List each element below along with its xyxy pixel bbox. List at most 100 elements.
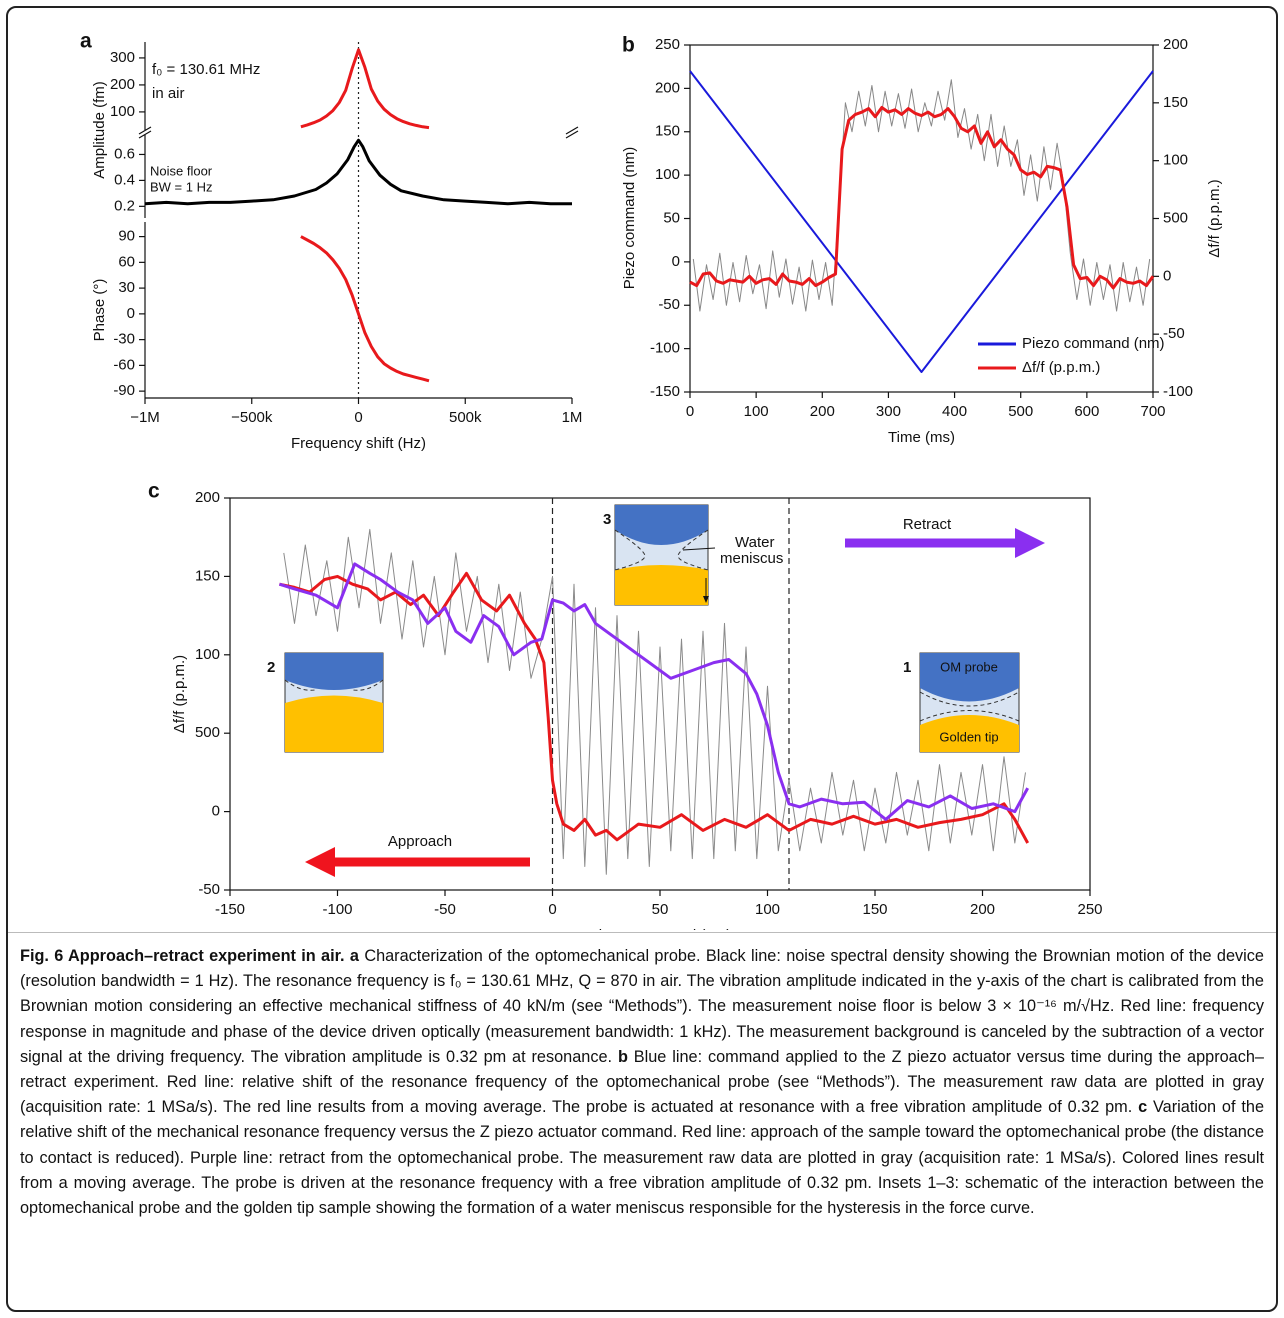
annotation: OM probe xyxy=(940,659,998,674)
y-tick-label: -60 xyxy=(113,356,135,373)
caption-text: Blue line: command applied to the Z piez… xyxy=(20,1047,1264,1117)
figure: a b c f₀ = 130.61 MHz in air Noise floor… xyxy=(80,30,1223,930)
y2-tick-label: 100 xyxy=(1163,152,1188,169)
panel-label: b xyxy=(622,34,635,57)
y-axis-label: Piezo command (nm) xyxy=(621,147,638,290)
annotation: BW = 1 Hz xyxy=(150,179,213,194)
y2-tick-label: 0 xyxy=(1163,267,1171,284)
series-line xyxy=(278,562,1030,821)
retract-arrow xyxy=(845,528,1045,558)
y-tick-label: 100 xyxy=(195,646,220,663)
legend-label: Piezo command (nm) xyxy=(1022,335,1165,352)
x-tick-label: -150 xyxy=(215,901,245,918)
x-tick-label: 250 xyxy=(1077,901,1102,918)
inset-label: 1 xyxy=(903,659,911,676)
x-tick-label: 100 xyxy=(755,901,780,918)
y-axis-label: Δf/f (p.p.m.) xyxy=(171,655,188,733)
y-axis-label: Phase (°) xyxy=(91,279,108,342)
caption-label: c xyxy=(1138,1098,1148,1117)
y-tick-label: 0 xyxy=(127,305,135,322)
x-tick-label: 400 xyxy=(942,403,967,420)
y-axis-label: Amplitude (fm) xyxy=(91,81,108,179)
y-tick-label: -30 xyxy=(113,331,135,348)
y2-tick-label: -100 xyxy=(1163,383,1193,400)
panel-label: a xyxy=(80,30,92,53)
y-tick-label: 150 xyxy=(195,567,220,584)
x-axis-label: Time (ms) xyxy=(888,429,955,446)
inset xyxy=(919,652,1020,753)
y-tick-label: 50 xyxy=(663,209,680,226)
y-tick-label: -50 xyxy=(198,881,220,898)
y-tick-label: 150 xyxy=(655,123,680,140)
annotation: Approach xyxy=(388,833,452,850)
y-tick-label: 0 xyxy=(212,803,220,820)
y-tick-label: 0.6 xyxy=(114,145,135,162)
y-tick-label: 100 xyxy=(110,103,135,120)
x-tick-label: 200 xyxy=(970,901,995,918)
y-tick-label: 0.4 xyxy=(114,171,135,188)
annotation: Noise floor xyxy=(150,163,213,178)
x-tick-label: 0 xyxy=(686,403,694,420)
y-tick-label: 200 xyxy=(195,489,220,506)
caption-text: Variation of the relative shift of the m… xyxy=(20,1098,1264,1218)
inset-label: 2 xyxy=(267,659,275,676)
x-tick-label: 500k xyxy=(449,409,482,426)
y-tick-label: -150 xyxy=(650,383,680,400)
y2-tick-label: 150 xyxy=(1163,94,1188,111)
y-tick-label: 100 xyxy=(655,166,680,183)
y-tick-label: 0.2 xyxy=(114,197,135,214)
caption-label: b xyxy=(617,1047,628,1066)
inset xyxy=(284,652,384,753)
x-tick-label: 50 xyxy=(652,901,669,918)
x-tick-label: 1M xyxy=(562,409,583,426)
y-tick-label: 60 xyxy=(118,253,135,270)
inset-label: 3 xyxy=(603,511,611,528)
y-tick-label: 0 xyxy=(672,253,680,270)
y2-tick-label: -50 xyxy=(1163,325,1185,342)
x-axis-label: Piezo command (nm) xyxy=(589,927,732,930)
series-line xyxy=(689,106,1155,290)
separator xyxy=(8,932,1276,933)
series-line xyxy=(300,48,430,130)
y-tick-label: 200 xyxy=(655,79,680,96)
x-tick-label: -100 xyxy=(322,901,352,918)
y2-tick-label: 500 xyxy=(1163,209,1188,226)
caption-text: Characterization of the optomechanical p… xyxy=(20,947,1264,1066)
y-tick-label: 300 xyxy=(110,49,135,66)
x-tick-label: 500 xyxy=(1008,403,1033,420)
approach-arrow xyxy=(305,847,530,877)
panel-label: c xyxy=(148,480,160,503)
y-tick-label: -50 xyxy=(658,296,680,313)
inset xyxy=(614,504,716,606)
legend-label: Δf/f (p.p.m.) xyxy=(1022,359,1100,376)
y-tick-label: 250 xyxy=(655,36,680,53)
caption-title: Fig. 6 Approach–retract experiment in ai… xyxy=(20,947,345,965)
x-tick-label: 100 xyxy=(744,403,769,420)
series-line xyxy=(144,138,572,206)
annotation: Golden tip xyxy=(939,729,998,744)
x-tick-label: 0 xyxy=(548,901,556,918)
x-tick-label: 600 xyxy=(1074,403,1099,420)
x-tick-label: -50 xyxy=(434,901,456,918)
x-axis-label: Frequency shift (Hz) xyxy=(291,435,426,452)
x-tick-label: 200 xyxy=(810,403,835,420)
caption-label: a xyxy=(349,947,359,965)
x-tick-label: −500k xyxy=(231,409,273,426)
x-tick-label: 700 xyxy=(1140,403,1165,420)
y-tick-label: 30 xyxy=(118,279,135,296)
y-tick-label: 200 xyxy=(110,76,135,93)
caption: Fig. 6 Approach–retract experiment in ai… xyxy=(20,944,1264,1221)
y-tick-label: 90 xyxy=(118,228,135,245)
axis-break xyxy=(138,126,579,139)
annotation: Retract xyxy=(903,516,952,533)
series-line xyxy=(300,235,430,383)
annotation: Water xyxy=(735,534,774,551)
y-tick-label: -100 xyxy=(650,340,680,357)
x-tick-label: 300 xyxy=(876,403,901,420)
annotation: f₀ = 130.61 MHz xyxy=(152,61,260,78)
x-tick-label: 0 xyxy=(354,409,362,426)
x-tick-label: −1M xyxy=(130,409,160,426)
y-tick-label: -90 xyxy=(113,382,135,399)
figure-frame xyxy=(6,6,1278,1312)
y-tick-label: 500 xyxy=(195,724,220,741)
